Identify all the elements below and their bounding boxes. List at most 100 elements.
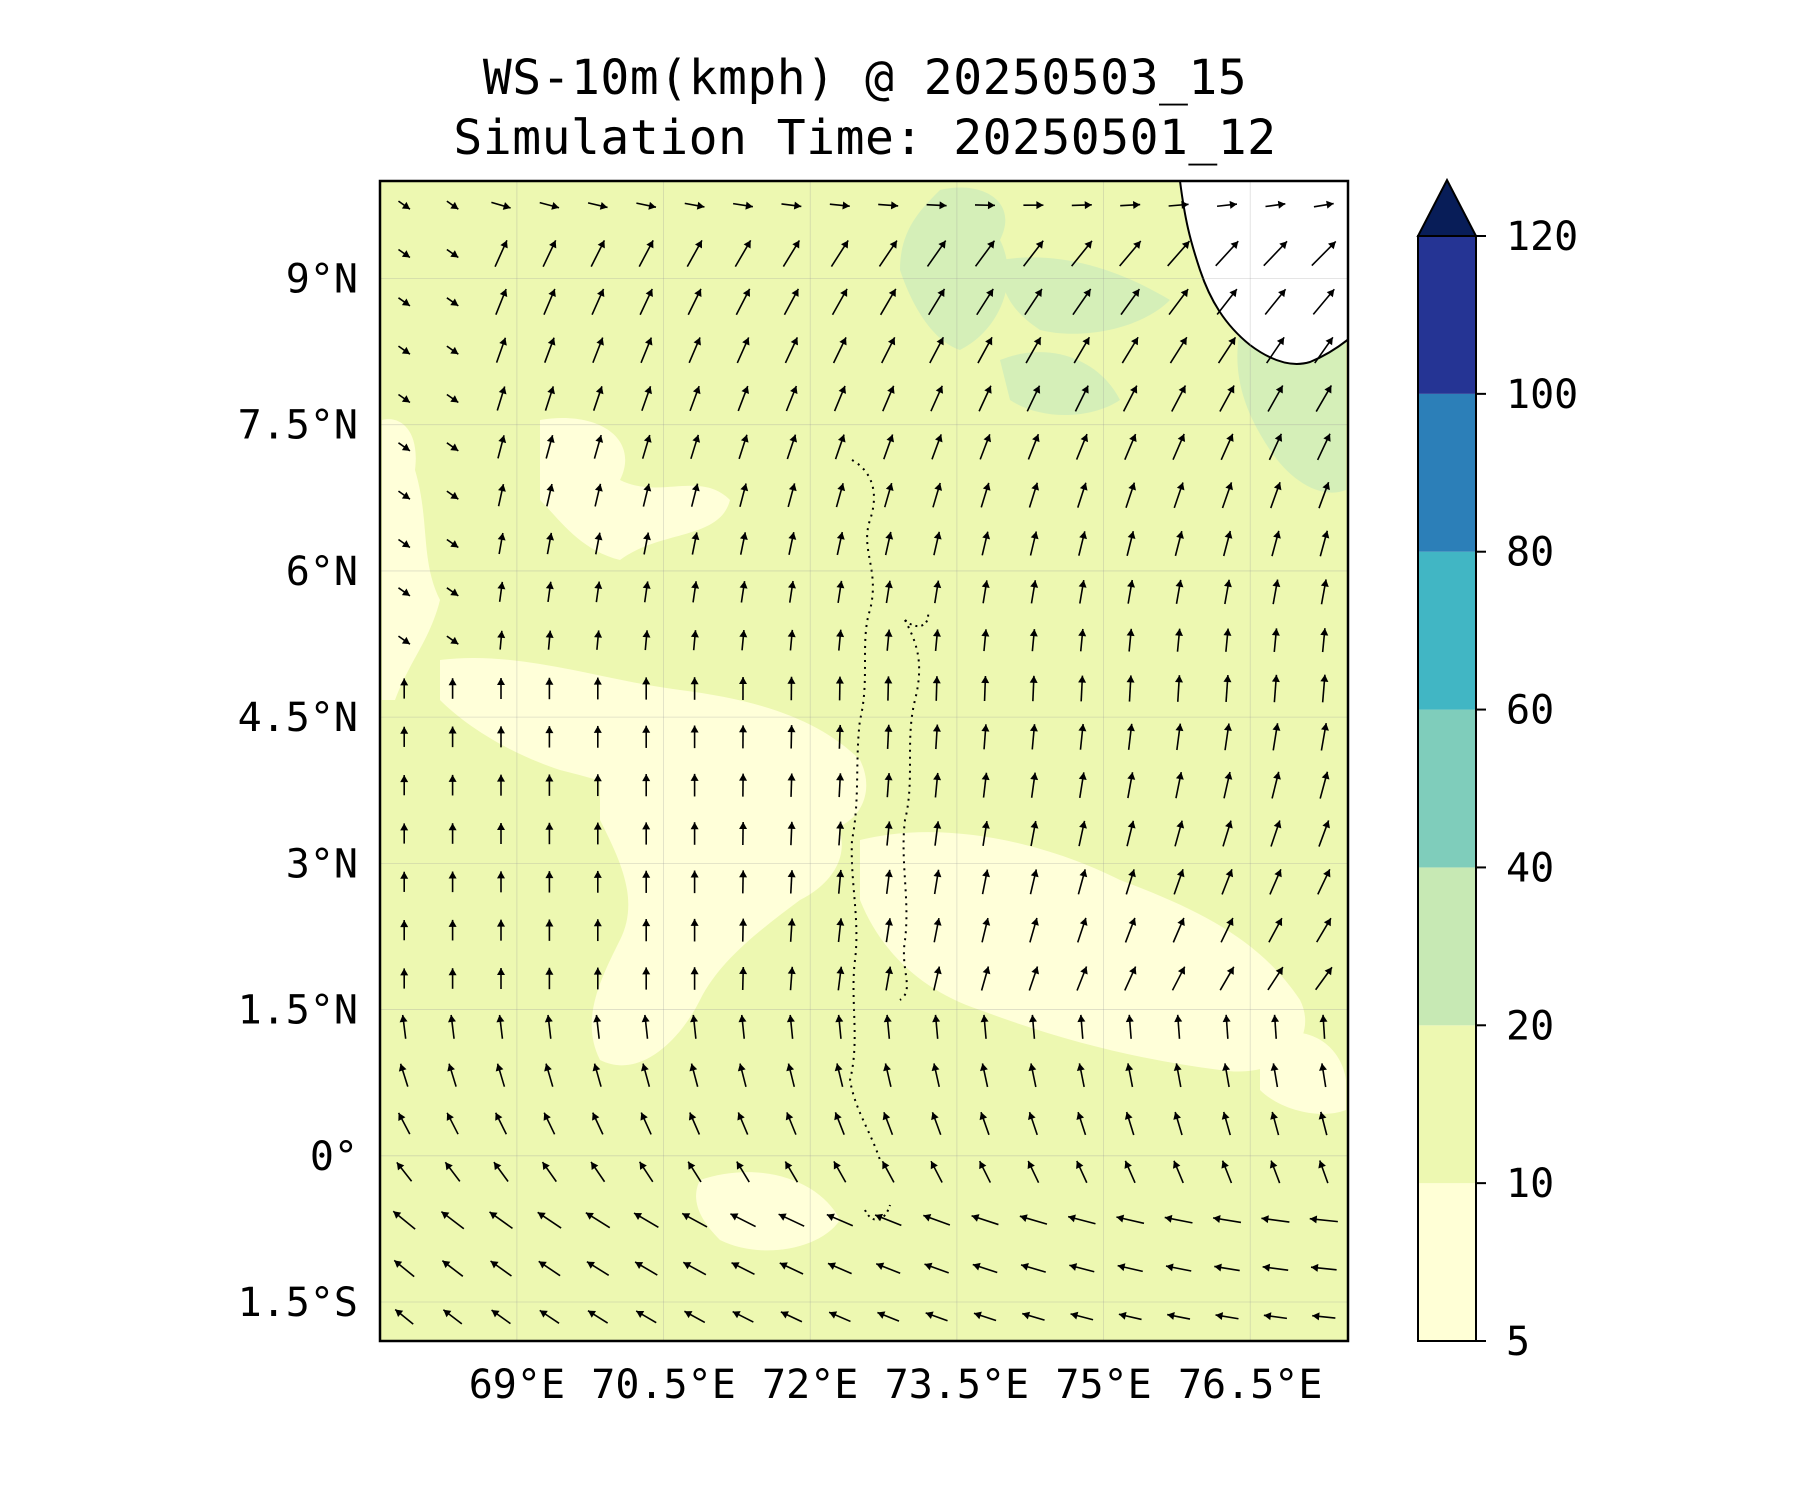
- colorbar-extend-arrow: [1416, 177, 1478, 237]
- wind-arrow: [494, 1112, 508, 1135]
- low-wind-patch: [860, 832, 1306, 1072]
- colorbar-tick-label: 40: [1506, 845, 1554, 891]
- wind-arrow: [489, 1211, 513, 1230]
- wind-arrow: [446, 442, 459, 452]
- wind-arrow: [1078, 580, 1087, 604]
- wind-arrow: [1215, 1312, 1239, 1321]
- wind-arrow: [1126, 531, 1136, 556]
- wind-arrow: [642, 483, 652, 507]
- wind-arrow: [1264, 288, 1287, 315]
- wind-arrow: [1168, 200, 1189, 209]
- wind-arrow: [787, 773, 796, 797]
- wind-arrow: [788, 580, 796, 603]
- wind-arrow: [1319, 1063, 1327, 1088]
- low-wind-patches: [382, 418, 1346, 1251]
- wind-arrow: [1216, 288, 1238, 316]
- wind-arrow: [642, 630, 651, 651]
- longitude-tick-label: 70.5°E: [591, 1362, 736, 1408]
- wind-arrow: [1311, 240, 1337, 267]
- wind-arrow: [1313, 200, 1334, 209]
- wind-arrow: [1221, 1160, 1233, 1184]
- wind-arrow: [688, 1112, 701, 1135]
- wind-arrow: [739, 870, 748, 894]
- wind-arrow: [784, 1161, 799, 1183]
- longitude-tick-label: 75°E: [1055, 1362, 1151, 1408]
- wind-arrow: [1318, 1160, 1329, 1184]
- wind-arrow: [497, 678, 505, 699]
- wind-arrow: [542, 239, 557, 268]
- wind-arrow: [779, 1262, 804, 1275]
- wind-arrow: [491, 1309, 511, 1325]
- wind-arrow: [689, 385, 701, 412]
- wind-arrow: [828, 1311, 851, 1323]
- wind-arrow: [737, 385, 749, 412]
- wind-arrow: [1223, 723, 1232, 751]
- wind-arrow: [400, 968, 409, 989]
- wind-arrow: [544, 337, 556, 363]
- wind-arrow: [1318, 820, 1330, 847]
- wind-arrow: [1027, 1160, 1040, 1184]
- wind-arrow: [877, 1311, 900, 1322]
- wind-arrow: [1029, 724, 1038, 750]
- wind-arrow: [545, 434, 555, 459]
- wind-arrow: [931, 1111, 942, 1136]
- wind-arrow: [397, 1112, 411, 1135]
- wind-arrow: [1320, 674, 1329, 703]
- wind-arrow: [593, 677, 602, 700]
- wind-arrow: [739, 532, 748, 555]
- wind-arrow: [884, 531, 894, 556]
- wind-arrow: [930, 385, 944, 412]
- longitude-tick-label: 76.5°E: [1178, 1362, 1323, 1408]
- wind-arrow: [543, 1112, 556, 1135]
- colorbar-tick-label: 60: [1506, 688, 1554, 734]
- wind-arrow: [1077, 1014, 1086, 1039]
- wind-arrow: [1270, 1063, 1279, 1088]
- wind-arrow: [497, 823, 505, 844]
- wind-arrow: [1030, 772, 1039, 798]
- wind-arrow: [731, 1261, 755, 1276]
- wind-arrow: [1172, 433, 1186, 461]
- wind-arrow: [1217, 336, 1237, 364]
- wind-arrow: [448, 823, 457, 844]
- wind-arrow: [836, 773, 845, 798]
- wind-arrow: [690, 918, 699, 942]
- wind-arrow: [1222, 1014, 1231, 1039]
- wind-arrow: [1271, 530, 1281, 557]
- wind-arrow: [399, 1014, 408, 1039]
- wind-arrow: [400, 920, 409, 941]
- wind-arrow: [1019, 1214, 1048, 1225]
- wind-arrow: [396, 1161, 413, 1182]
- wind-arrow: [738, 434, 749, 460]
- wind-arrow: [1171, 966, 1186, 991]
- wind-arrow: [879, 288, 897, 316]
- wind-arrow: [1078, 723, 1087, 750]
- wind-arrow: [545, 919, 554, 941]
- wind-arrow: [1272, 579, 1281, 605]
- wind-arrow: [929, 336, 945, 364]
- wind-arrow: [1223, 771, 1233, 799]
- wind-arrow: [1215, 240, 1239, 267]
- wind-arrow: [836, 629, 845, 651]
- wind-arrow: [878, 240, 898, 267]
- wind-arrow: [1271, 674, 1280, 703]
- wind-arrow: [1173, 1063, 1182, 1088]
- wind-arrow: [1175, 628, 1184, 652]
- wind-arrow: [1126, 723, 1135, 750]
- wind-arrow: [1028, 482, 1040, 508]
- wind-arrow: [778, 1213, 805, 1227]
- wind-arrow: [829, 201, 850, 210]
- wind-arrow: [1070, 1311, 1094, 1321]
- wind-arrow: [585, 1211, 611, 1229]
- wind-arrow: [1268, 917, 1283, 943]
- wind-arrow: [1263, 1312, 1288, 1321]
- wind-arrow: [1124, 917, 1137, 943]
- low-wind-patch: [591, 738, 842, 1066]
- wind-arrow: [446, 393, 459, 404]
- wind-arrow: [1222, 1063, 1231, 1088]
- wind-arrow: [787, 821, 796, 846]
- colorbar-tick-label: 5: [1506, 1319, 1530, 1365]
- wind-arrow: [1318, 1111, 1328, 1136]
- wind-arrow: [885, 966, 894, 991]
- wind-arrow: [1216, 200, 1238, 209]
- wind-arrow: [593, 774, 602, 797]
